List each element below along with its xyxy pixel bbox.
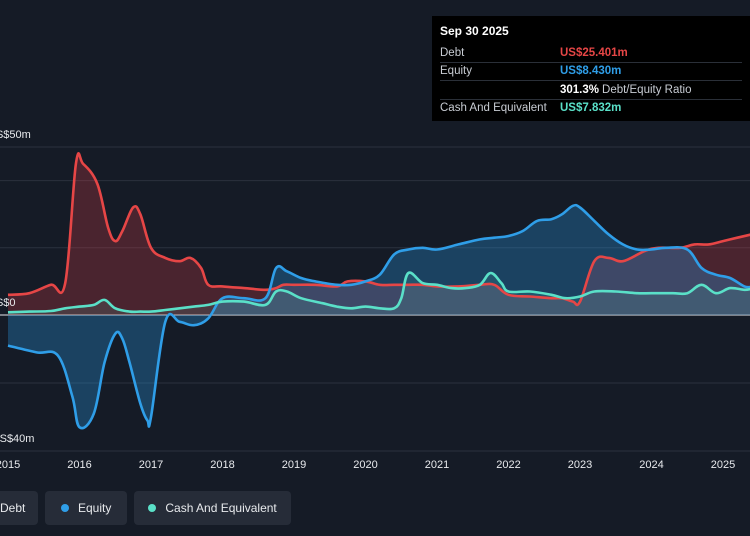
tooltip-row-cash: Cash And Equivalent US$7.832m (440, 98, 742, 118)
tooltip-date: Sep 30 2025 (440, 24, 509, 38)
tooltip-equity-label: Equity (440, 65, 472, 78)
debt-area (8, 153, 750, 315)
legend: Debt Equity Cash And Equivalent (0, 491, 298, 525)
tooltip-ratio-value: 301.3% (560, 83, 600, 96)
x-tick-label: 2018 (210, 459, 234, 471)
x-tick-label: 2020 (353, 459, 377, 471)
x-axis: 2015 2016 2017 2018 2019 2020 2021 2022 2023 2024… (0, 459, 735, 471)
tooltip-equity-value: US$8.430m (560, 65, 622, 78)
equity-area (8, 205, 750, 429)
y-tick-label: US$50m (0, 129, 31, 141)
x-tick-label: 2015 (0, 459, 20, 471)
tooltip-row-ratio: 301.3% Debt/Equity Ratio (440, 80, 742, 99)
legend-item-debt[interactable]: Debt (0, 491, 38, 525)
tooltip-row-equity: Equity US$8.430m (440, 61, 742, 81)
x-tick-label: 2019 (282, 459, 306, 471)
x-tick-label: 2016 (67, 459, 91, 471)
cash-area (8, 272, 750, 315)
tooltip-panel: Sep 30 2025 Debt US$25.401m Equity US$8.… (432, 16, 750, 121)
series-areas (8, 153, 750, 429)
series-lines (7, 152, 750, 430)
x-tick-label: 2023 (568, 459, 592, 471)
x-tick-label: 2025 (711, 459, 735, 471)
y-tick-label: -US$40m (0, 433, 34, 445)
grid-lines (0, 146, 750, 452)
equity-line (7, 203, 750, 430)
x-tick-label: 2017 (139, 459, 163, 471)
tooltip-debt-value: US$25.401m (560, 46, 628, 59)
debt-line (7, 152, 750, 307)
equity-dot-icon (61, 504, 69, 512)
legend-item-cash[interactable]: Cash And Equivalent (134, 491, 291, 525)
legend-cash-label: Cash And Equivalent (165, 501, 277, 515)
x-tick-label: 2021 (425, 459, 449, 471)
tooltip-debt-label: Debt (440, 46, 465, 59)
tooltip-cash-value: US$7.832m (560, 102, 622, 115)
x-tick-label: 2022 (496, 459, 520, 471)
legend-debt-label: Debt (0, 501, 26, 515)
legend-equity-label: Equity (78, 501, 112, 515)
x-tick-label: 2024 (639, 459, 663, 471)
tooltip-row-debt: Debt US$25.401m (440, 44, 742, 62)
cash-line (7, 271, 750, 314)
legend-item-equity[interactable]: Equity (45, 491, 128, 525)
y-tick-label: US$0 (0, 297, 16, 309)
cash-dot-icon (148, 504, 157, 512)
tooltip-cash-label: Cash And Equivalent (440, 102, 547, 115)
y-axis: US$50m US$0 -US$40m (0, 129, 34, 445)
tooltip-ratio-label: Debt/Equity Ratio (602, 83, 692, 96)
